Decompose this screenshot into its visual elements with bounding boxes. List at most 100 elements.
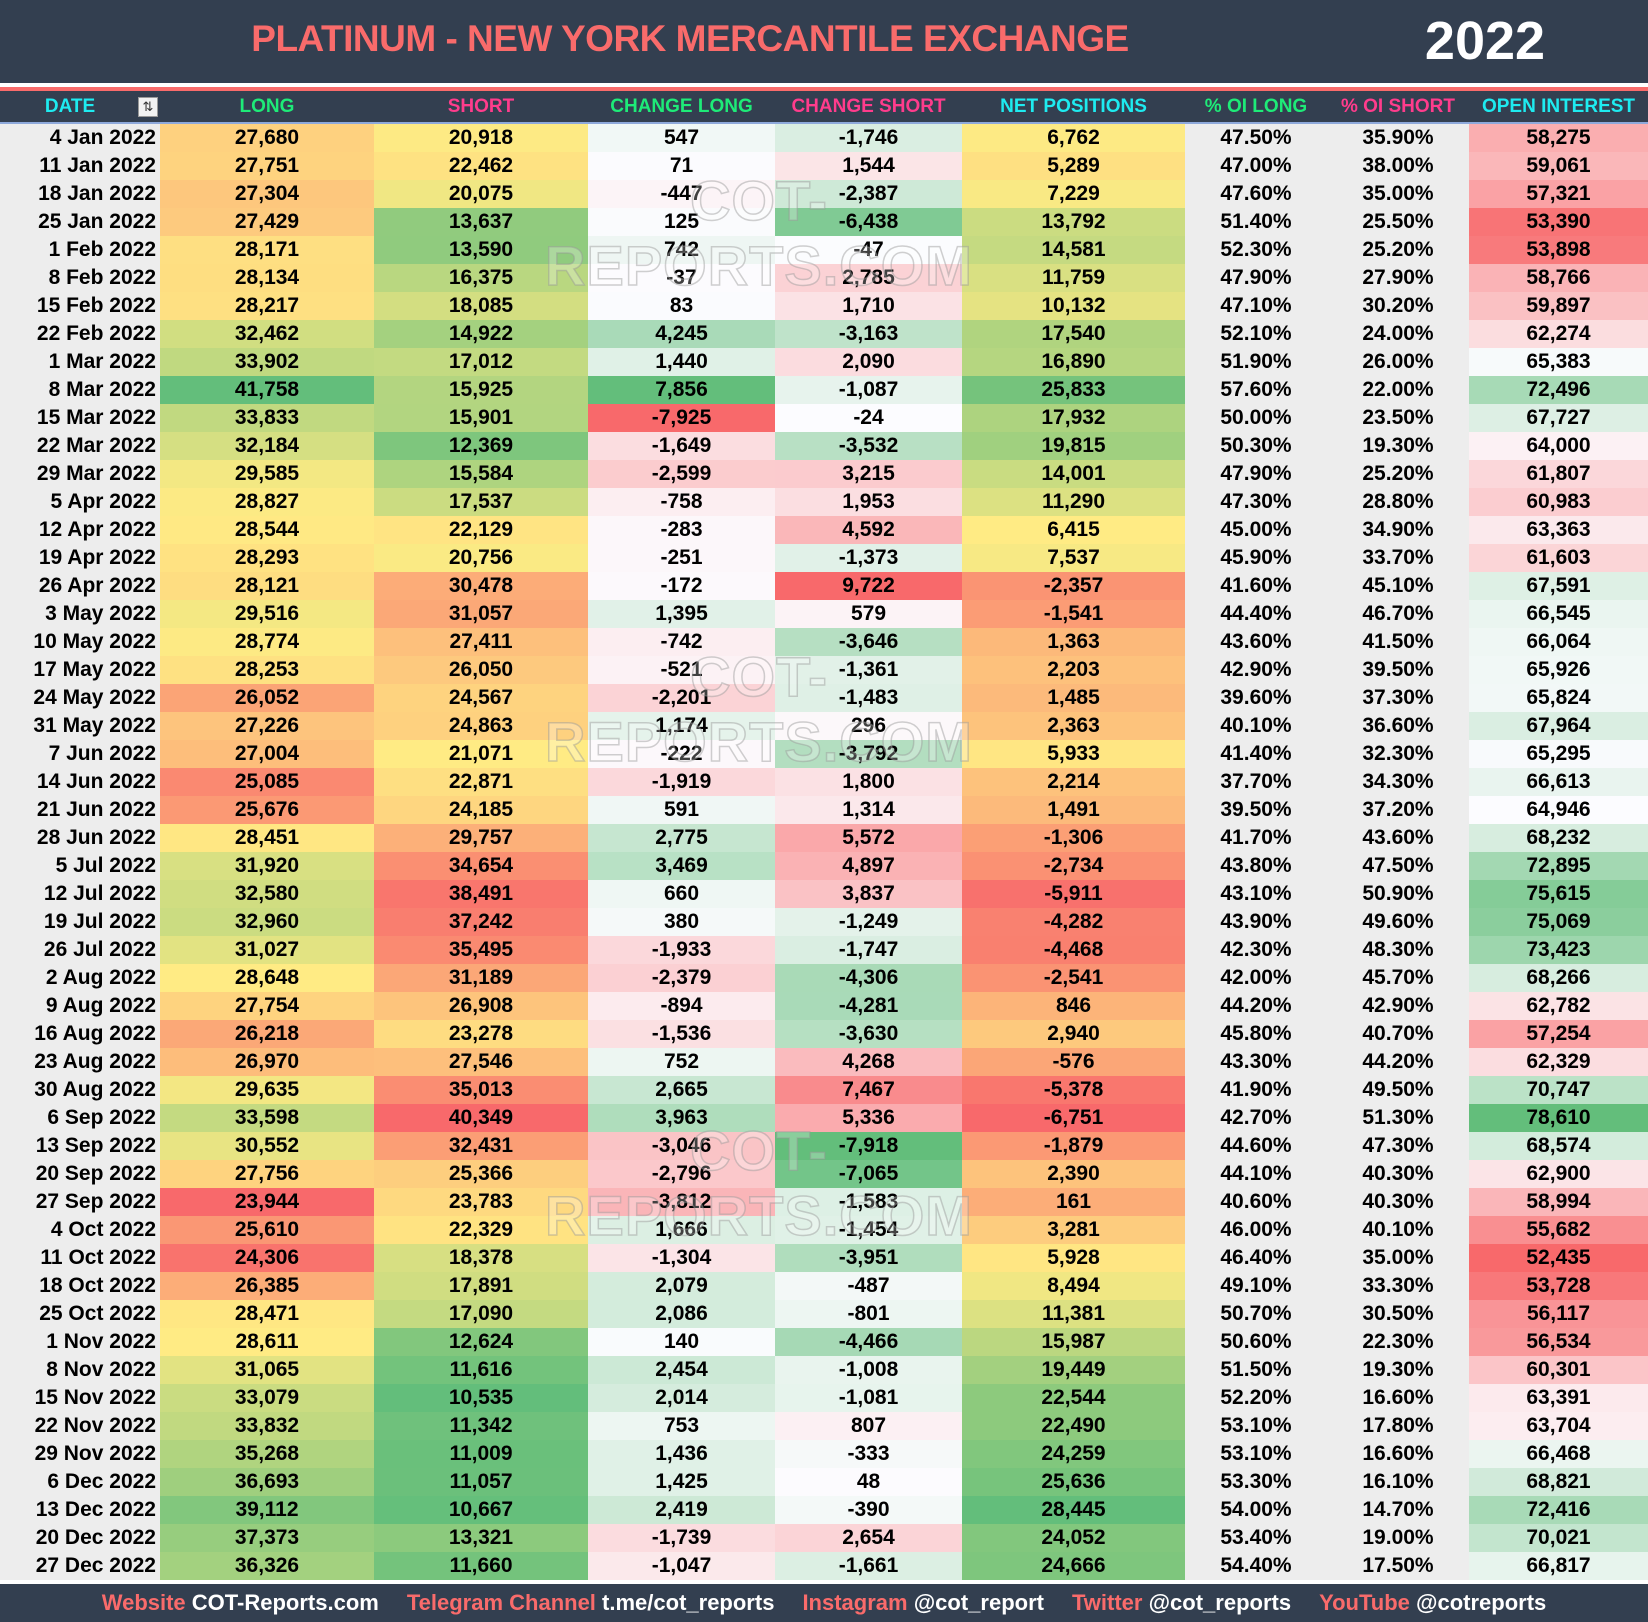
cell-short: 22,871: [374, 768, 588, 796]
footer-link-website[interactable]: COT-Reports.com: [191, 1590, 379, 1615]
cell-oi-long-pct: 57.60%: [1185, 376, 1327, 404]
cell-oi-long-pct: 42.70%: [1185, 1104, 1327, 1132]
title-bar: PLATINUM - NEW YORK MERCANTILE EXCHANGE …: [0, 0, 1648, 83]
cell-oi-short-pct: 35.90%: [1327, 124, 1469, 152]
cell-change-short: -1,746: [775, 124, 962, 152]
cell-change-long: 1,174: [588, 712, 775, 740]
divider: [0, 87, 1648, 91]
cell-oi-short-pct: 40.30%: [1327, 1188, 1469, 1216]
table-row: 6 Dec 2022 36,693 11,057 1,425 48 25,636 53.30…: [0, 1468, 1648, 1496]
cell-open-interest: 67,964: [1469, 712, 1648, 740]
cell-change-short: -1,583: [775, 1188, 962, 1216]
cell-long: 28,648: [160, 964, 374, 992]
cell-net-positions: -4,282: [962, 908, 1185, 936]
cell-short: 17,012: [374, 348, 588, 376]
cell-short: 21,071: [374, 740, 588, 768]
cell-open-interest: 65,824: [1469, 684, 1648, 712]
cell-long: 32,580: [160, 880, 374, 908]
cell-short: 38,491: [374, 880, 588, 908]
cell-net-positions: -2,734: [962, 852, 1185, 880]
column-header-long[interactable]: LONG: [239, 96, 295, 117]
cell-open-interest: 60,301: [1469, 1356, 1648, 1384]
cell-change-short: -1,087: [775, 376, 962, 404]
cell-net-positions: 17,540: [962, 320, 1185, 348]
table-row: 30 Aug 2022 29,635 35,013 2,665 7,467 -5,378 4…: [0, 1076, 1648, 1104]
footer-link-twitter[interactable]: @cot_reports: [1148, 1590, 1292, 1615]
cell-short: 32,431: [374, 1132, 588, 1160]
column-header-oi-long-pct[interactable]: % OI LONG: [1204, 96, 1308, 117]
cell-short: 31,189: [374, 964, 588, 992]
cell-oi-short-pct: 19.30%: [1327, 1356, 1469, 1384]
cell-oi-short-pct: 50.90%: [1327, 880, 1469, 908]
cell-net-positions: 14,581: [962, 236, 1185, 264]
column-header-open-interest[interactable]: OPEN INTEREST: [1481, 96, 1636, 117]
table-row: 3 May 2022 29,516 31,057 1,395 579 -1,541 44.4…: [0, 600, 1648, 628]
cell-oi-short-pct: 48.30%: [1327, 936, 1469, 964]
cell-oi-long-pct: 49.10%: [1185, 1272, 1327, 1300]
cell-change-long: 140: [588, 1328, 775, 1356]
footer-link-instagram[interactable]: @cot_report: [913, 1590, 1044, 1615]
table-row: 22 Feb 2022 32,462 14,922 4,245 -3,163 17,540…: [0, 320, 1648, 348]
cell-open-interest: 63,391: [1469, 1384, 1648, 1412]
cell-open-interest: 56,117: [1469, 1300, 1648, 1328]
cell-short: 15,901: [374, 404, 588, 432]
footer-link-youtube[interactable]: @cotreports: [1416, 1590, 1547, 1615]
cell-net-positions: -6,751: [962, 1104, 1185, 1132]
cell-long: 25,085: [160, 768, 374, 796]
cell-long: 25,676: [160, 796, 374, 824]
cell-open-interest: 72,416: [1469, 1496, 1648, 1524]
cell-net-positions: 1,491: [962, 796, 1185, 824]
cell-change-long: -1,047: [588, 1552, 775, 1580]
cell-net-positions: 25,636: [962, 1468, 1185, 1496]
column-header-net-positions[interactable]: NET POSITIONS: [1000, 96, 1147, 117]
table-row: 25 Jan 2022 27,429 13,637 125 -6,438 13,792 51…: [0, 208, 1648, 236]
cell-oi-short-pct: 38.00%: [1327, 152, 1469, 180]
cell-long: 28,827: [160, 488, 374, 516]
column-header-change-short[interactable]: CHANGE SHORT: [791, 96, 946, 117]
cell-short: 17,891: [374, 1272, 588, 1300]
cell-change-long: -283: [588, 516, 775, 544]
cell-change-long: -742: [588, 628, 775, 656]
cell-open-interest: 62,329: [1469, 1048, 1648, 1076]
cell-net-positions: 7,537: [962, 544, 1185, 572]
cell-net-positions: 846: [962, 992, 1185, 1020]
cell-change-long: 380: [588, 908, 775, 936]
cell-date: 10 May 2022: [0, 628, 160, 656]
cell-oi-long-pct: 50.60%: [1185, 1328, 1327, 1356]
footer-label-website: Website: [101, 1590, 186, 1615]
filter-sort-icon[interactable]: ⇅: [138, 97, 158, 117]
cell-open-interest: 55,682: [1469, 1216, 1648, 1244]
cell-change-long: -222: [588, 740, 775, 768]
cell-long: 30,552: [160, 1132, 374, 1160]
cell-oi-long-pct: 41.60%: [1185, 572, 1327, 600]
cell-open-interest: 53,898: [1469, 236, 1648, 264]
table-row: 27 Sep 2022 23,944 23,783 -3,812 -1,583 161 40…: [0, 1188, 1648, 1216]
cell-open-interest: 68,821: [1469, 1468, 1648, 1496]
column-header-short[interactable]: SHORT: [447, 96, 515, 117]
column-header-oi-short-pct[interactable]: % OI SHORT: [1340, 96, 1455, 117]
column-header-date[interactable]: DATE: [44, 96, 96, 117]
cell-change-short: -6,438: [775, 208, 962, 236]
column-header-change-long[interactable]: CHANGE LONG: [610, 96, 753, 117]
table-row: 29 Mar 2022 29,585 15,584 -2,599 3,215 14,001…: [0, 460, 1648, 488]
cell-open-interest: 62,274: [1469, 320, 1648, 348]
cell-date: 30 Aug 2022: [0, 1076, 160, 1104]
cell-change-long: -758: [588, 488, 775, 516]
cell-oi-short-pct: 25.20%: [1327, 460, 1469, 488]
cell-oi-long-pct: 44.40%: [1185, 600, 1327, 628]
cell-oi-short-pct: 17.80%: [1327, 1412, 1469, 1440]
footer-link-telegram-channel[interactable]: t.me/cot_reports: [602, 1590, 775, 1615]
cell-short: 14,922: [374, 320, 588, 348]
year-label: 2022: [1424, 11, 1546, 71]
cell-change-short: -1,008: [775, 1356, 962, 1384]
cell-oi-long-pct: 54.40%: [1185, 1552, 1327, 1580]
cell-change-long: 2,665: [588, 1076, 775, 1104]
cell-oi-long-pct: 47.10%: [1185, 292, 1327, 320]
cell-oi-short-pct: 44.20%: [1327, 1048, 1469, 1076]
cell-change-short: 1,544: [775, 152, 962, 180]
cell-net-positions: 22,490: [962, 1412, 1185, 1440]
cell-oi-short-pct: 25.50%: [1327, 208, 1469, 236]
cell-oi-long-pct: 44.10%: [1185, 1160, 1327, 1188]
cell-change-short: 807: [775, 1412, 962, 1440]
cell-open-interest: 64,946: [1469, 796, 1648, 824]
